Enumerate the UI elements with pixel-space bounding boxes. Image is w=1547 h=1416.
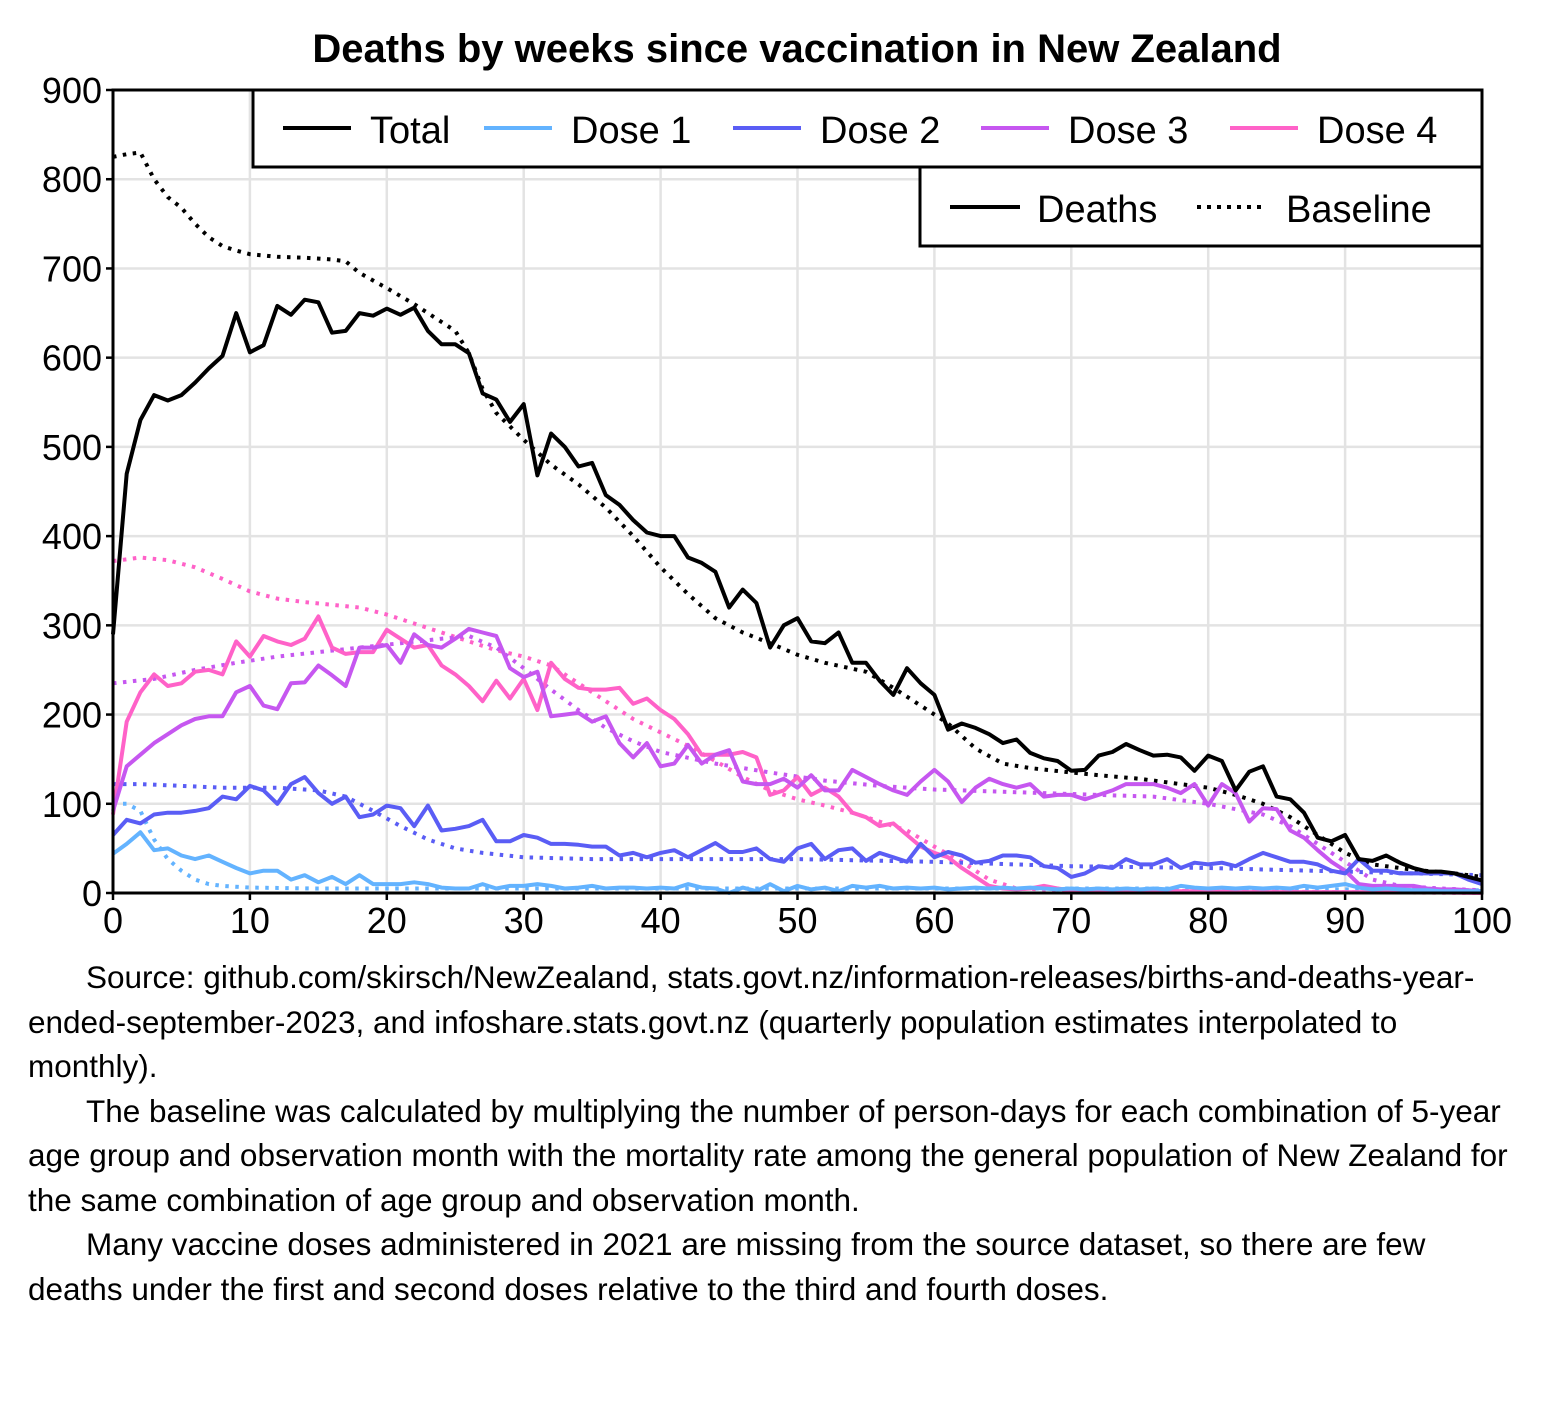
y-axis-ticks: 0 100 200 300 400 500 600 700 800 900 [42,70,113,914]
legend-baseline-label: Baseline [1286,189,1432,231]
y-tick-label: 500 [42,427,102,468]
total-legend-label: Total [370,110,450,152]
dose-2-legend-label: Dose 2 [820,110,940,152]
x-tick-label: 50 [777,900,817,941]
dose-1-deaths-line [111,830,1482,895]
death-lines [111,297,1483,895]
dose-4-legend-label: Dose 4 [1317,110,1437,152]
dose-3-baseline-line [112,634,1483,893]
x-tick-label: 60 [914,900,954,941]
dose-3-legend-label: Dose 3 [1068,110,1188,152]
x-tick-label: 70 [1051,900,1091,941]
x-tick-label: 10 [230,900,270,941]
baseline-note: The baseline was calculated by multiplyi… [28,1092,1508,1218]
dose-2-baseline-line [113,782,1483,878]
missing-doses-note: Many vaccine doses administered in 2021 … [28,1226,1426,1307]
y-tick-label: 900 [42,70,102,111]
y-tick-label: 800 [42,159,102,200]
x-tick-label: 20 [367,900,407,941]
total-deaths-line [111,297,1483,883]
source-note: Source: github.com/skirsch/NewZealand, s… [28,959,1475,1084]
dose-2-deaths-line [111,775,1483,887]
x-tick-label: 0 [103,900,123,941]
y-tick-label: 600 [42,338,102,379]
y-tick-label: 100 [42,784,102,825]
dose-1-legend-label: Dose 1 [571,110,691,152]
y-tick-label: 0 [82,873,102,914]
dose-3-deaths-line [111,626,1483,894]
x-tick-label: 90 [1325,900,1365,941]
y-tick-label: 400 [42,516,102,557]
x-axis-ticks: 0 10 20 30 40 50 60 70 80 90 100 [103,893,1512,941]
y-tick-label: 200 [42,695,102,736]
x-tick-label: 30 [504,900,544,941]
chart-notes: Source: github.com/skirsch/NewZealand, s… [28,955,1528,1311]
y-tick-label: 300 [42,605,102,646]
chart-title: Deaths by weeks since vaccination in New… [312,27,1281,71]
legend-series: Total Dose 1 Dose 2 Dose 3 Dose 4 [251,88,1484,169]
legend-deaths-label: Deaths [1037,189,1157,231]
y-tick-label: 700 [42,248,102,289]
x-tick-label: 40 [641,900,681,941]
legend-styles: Deaths Baseline [918,165,1484,248]
chart: Deaths by weeks since vaccination in New… [42,27,1512,941]
x-tick-label: 80 [1188,900,1228,941]
x-tick-label: 100 [1452,900,1512,941]
